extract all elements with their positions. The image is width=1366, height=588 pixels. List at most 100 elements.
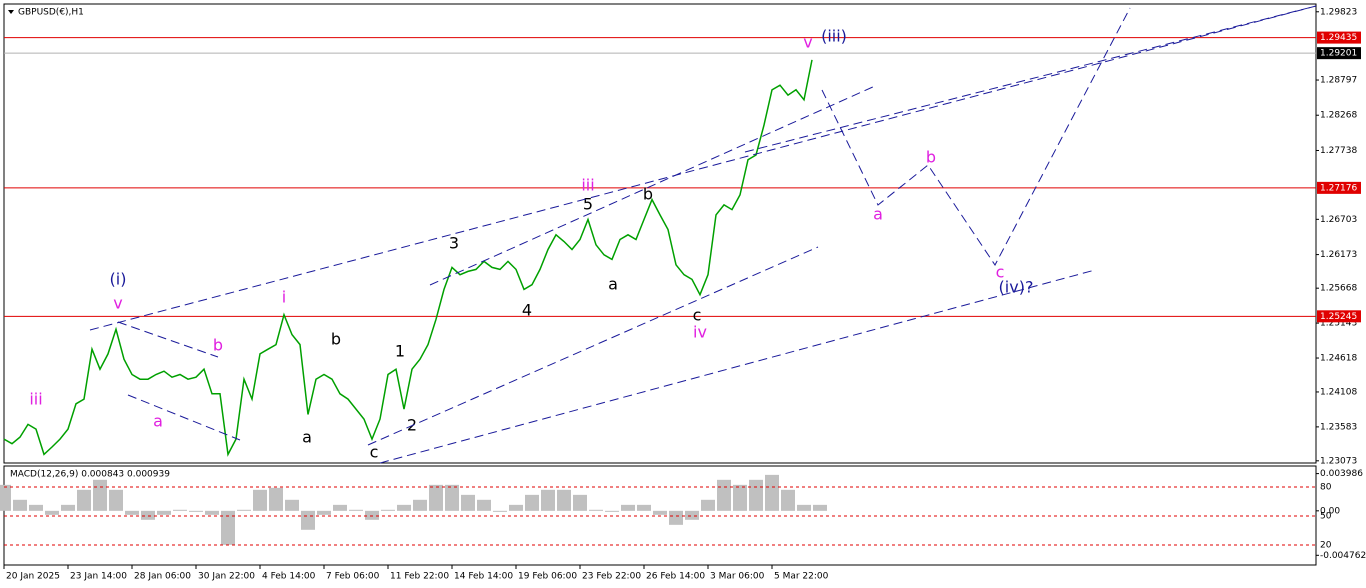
macd-bar: [717, 479, 731, 511]
macd-bar: [637, 504, 651, 511]
macd-bar: [749, 479, 763, 511]
x-tick-label: 14 Feb 14:00: [454, 572, 513, 582]
wave-label: a: [873, 205, 883, 224]
macd-bar: [205, 510, 219, 515]
wave-label: 4: [522, 301, 532, 320]
macd-bar: [621, 504, 635, 511]
macd-bar: [685, 510, 699, 520]
y-tick-label: 0.00: [1320, 506, 1340, 516]
wave-label: (iv)?: [999, 278, 1034, 297]
wave-label: (i): [110, 270, 127, 289]
channel-line: [429, 85, 876, 286]
menu-icon: [8, 10, 14, 14]
wedge-line: [117, 321, 219, 358]
channel-line: [744, 5, 1317, 153]
wave-label: v: [803, 33, 812, 52]
level-label: 1.29435: [1320, 33, 1357, 43]
wave-label: c: [370, 443, 379, 462]
level-label: 1.25245: [1320, 312, 1357, 322]
wave-label: v: [113, 294, 122, 313]
macd-bar: [253, 489, 267, 511]
last-price-bg: [1317, 47, 1361, 60]
macd-bar: [141, 510, 155, 520]
macd-bar: [173, 509, 187, 511]
macd-bar: [413, 499, 427, 511]
channel-line: [89, 5, 1317, 331]
x-tick-label: 26 Feb 14:00: [646, 572, 705, 582]
x-tick-label: 28 Jan 06:00: [134, 572, 191, 582]
macd-bar: [237, 509, 251, 511]
channel-line: [367, 246, 819, 446]
y-tick-label: 1.28797: [1320, 76, 1357, 86]
wave-label: b: [926, 148, 936, 167]
wave-label: 2: [407, 416, 417, 435]
macd-bar: [445, 484, 459, 511]
y-tick-label: 1.28268: [1320, 111, 1357, 121]
macd-bar: [397, 504, 411, 511]
wave-label: 1: [395, 342, 405, 361]
y-tick-label: -0.004762: [1320, 551, 1366, 561]
macd-bar: [765, 474, 779, 511]
wave-label: b: [213, 336, 223, 355]
wave-label: c: [693, 306, 702, 325]
macd-bar: [589, 509, 603, 511]
macd-bar: [301, 510, 315, 530]
macd-bar: [733, 484, 747, 511]
y-tick-label: 1.23073: [1320, 456, 1357, 466]
x-tick-label: 7 Feb 06:00: [326, 572, 380, 582]
wave-label: 5: [583, 195, 593, 214]
y-tick-label: 1.25668: [1320, 284, 1357, 294]
x-tick-label: 23 Feb 22:00: [582, 572, 641, 582]
macd-bar: [125, 510, 139, 515]
x-tick-label: 3 Mar 06:00: [710, 572, 765, 582]
y-tick-label: 1.24108: [1320, 387, 1357, 397]
level-label: 80: [1320, 483, 1332, 493]
macd-bar: [541, 489, 555, 511]
macd-bar: [333, 504, 347, 511]
price-panel: [3, 3, 1317, 464]
wave-label: iii: [29, 390, 42, 409]
macd-title: MACD(12,26,9) 0.000843 0.000939: [10, 470, 170, 480]
macd-bar: [61, 504, 75, 511]
x-tick-label: 30 Jan 22:00: [198, 572, 255, 582]
x-tick-label: 11 Feb 22:00: [390, 572, 449, 582]
price-line: [3, 59, 813, 457]
macd-bar: [269, 487, 283, 511]
x-tick-label: 4 Feb 14:00: [262, 572, 316, 582]
macd-bar: [493, 510, 507, 512]
macd-bar: [285, 499, 299, 511]
macd-bar: [93, 479, 107, 511]
macd-bar: [653, 510, 667, 515]
macd-bar: [669, 510, 683, 525]
wave-label: b: [643, 185, 653, 204]
macd-bar: [557, 489, 571, 511]
macd-bar: [525, 494, 539, 511]
y-tick-label: 1.29823: [1320, 7, 1357, 17]
x-tick-label: 23 Jan 14:00: [70, 572, 127, 582]
wedge-line: [127, 394, 241, 441]
wave-label: a: [302, 428, 312, 447]
y-tick-label: 1.25143: [1320, 319, 1357, 329]
x-tick-label: 19 Feb 06:00: [518, 572, 577, 582]
x-tick-label: 20 Jan 2025: [6, 572, 60, 582]
y-tick-label: 1.24618: [1320, 354, 1357, 364]
macd-bar: [317, 510, 331, 515]
wave-lines: [89, 5, 1317, 464]
y-tick-label: 1.26703: [1320, 215, 1357, 225]
level-label-bg: [1317, 181, 1361, 194]
last-price-label: 1.29201: [1320, 49, 1357, 59]
macd-bar: [221, 510, 235, 545]
macd-bar: [189, 510, 203, 512]
level-label: 50: [1320, 512, 1332, 522]
wave-label: b: [331, 330, 341, 349]
macd-bar: [13, 499, 27, 511]
level-label-bg: [1317, 310, 1361, 323]
macd-bar: [509, 504, 523, 511]
wave-label: a: [153, 412, 163, 431]
wave-label: c: [996, 263, 1005, 282]
level-label: 20: [1320, 541, 1332, 551]
macd-bar: [77, 489, 91, 511]
wave-label: iv: [693, 323, 707, 342]
macd-bar: [461, 494, 475, 511]
